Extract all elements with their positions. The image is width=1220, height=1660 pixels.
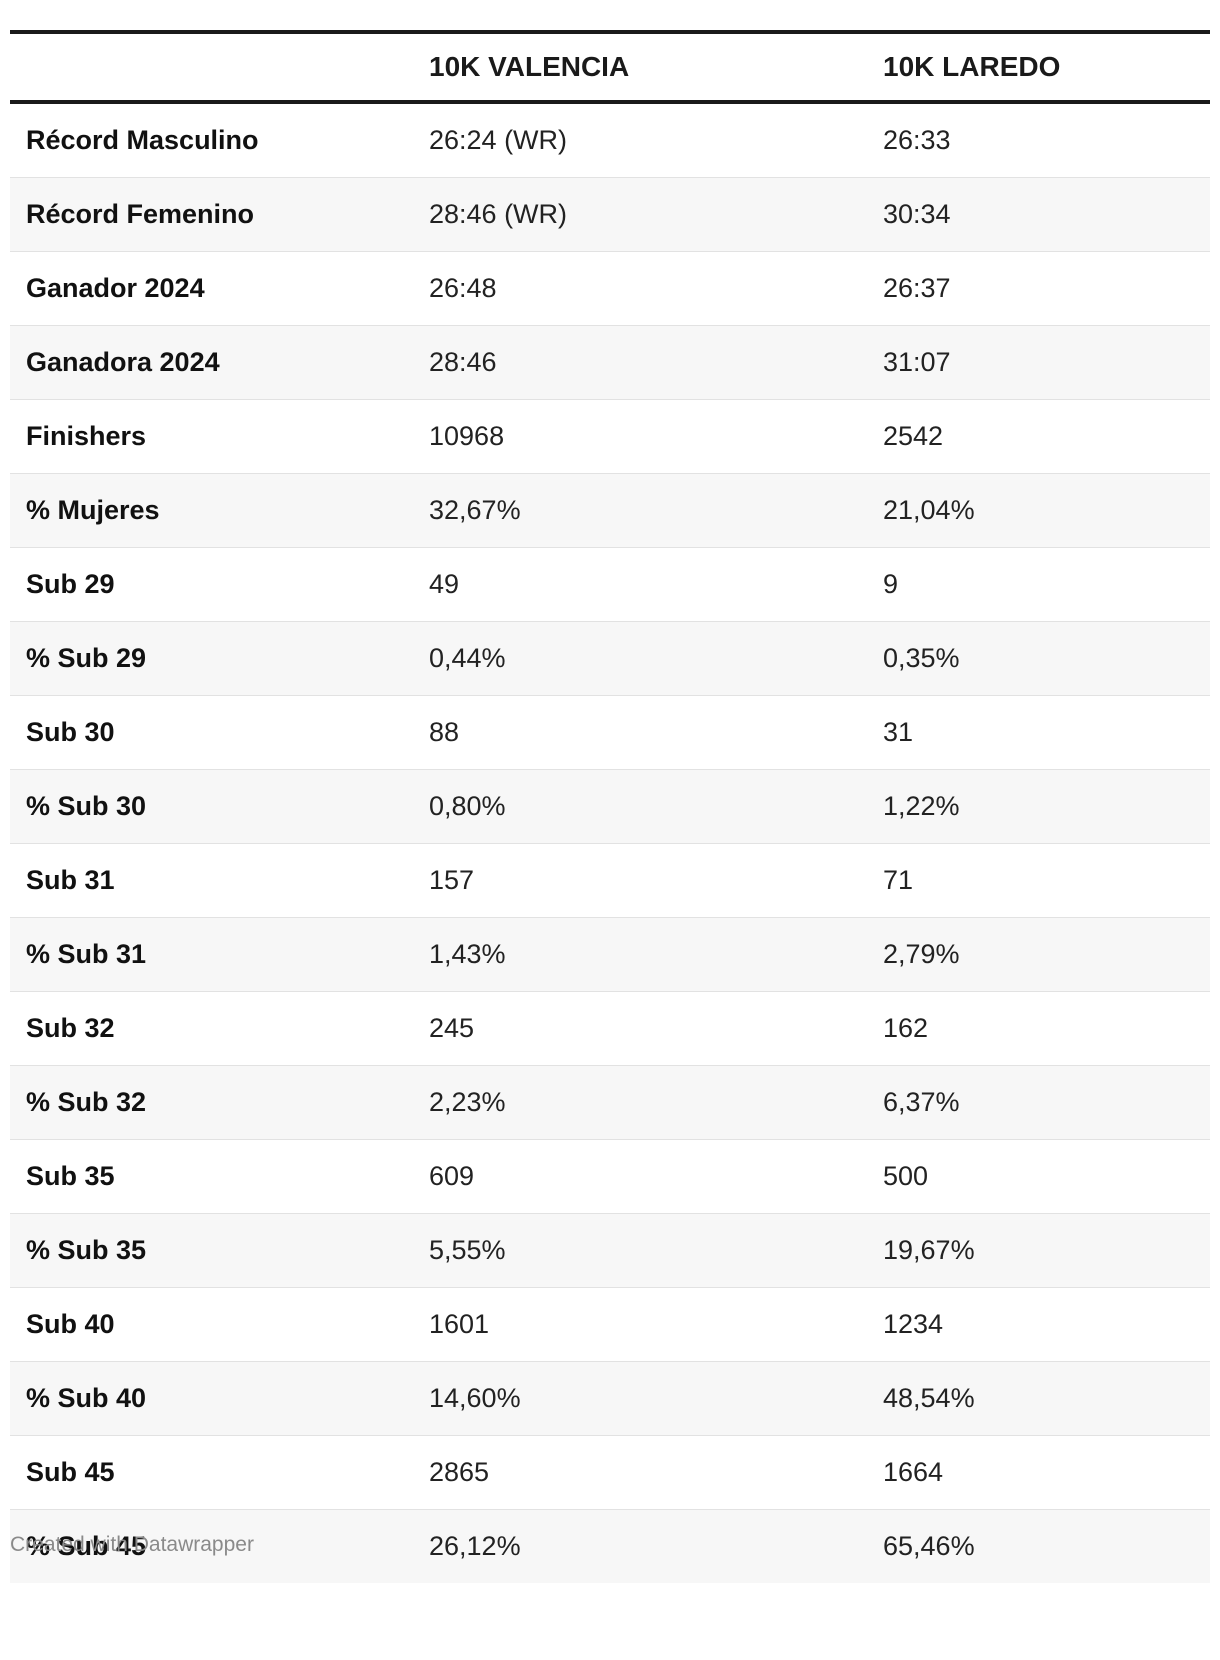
laredo-value: 1,22%	[867, 769, 1210, 844]
table-row: % Sub 32 2,23% 6,37%	[10, 1065, 1210, 1140]
table-row: % Sub 31 1,43% 2,79%	[10, 917, 1210, 992]
header-cell-laredo: 10K LAREDO	[883, 51, 1061, 82]
datawrapper-credit: Created with Datawrapper	[10, 1533, 254, 1556]
valencia-value: 0,80%	[413, 769, 867, 844]
laredo-value: 1664	[867, 1435, 1210, 1510]
valencia-value: 5,55%	[413, 1213, 867, 1288]
valencia-value: 2,23%	[413, 1065, 867, 1140]
laredo-value: 162	[867, 991, 1210, 1066]
row-label: % Sub 35	[10, 1213, 413, 1288]
laredo-value: 6,37%	[867, 1065, 1210, 1140]
laredo-value: 31	[867, 695, 1210, 770]
valencia-value: 245	[413, 991, 867, 1066]
row-label: % Sub 30	[10, 769, 413, 844]
laredo-value: 48,54%	[867, 1361, 1210, 1436]
row-label: Récord Femenino	[10, 177, 413, 252]
valencia-value: 28:46	[413, 325, 867, 400]
table-row: % Sub 30 0,80% 1,22%	[10, 769, 1210, 844]
table-row: Sub 45 2865 1664	[10, 1435, 1210, 1510]
row-label: % Sub 32	[10, 1065, 413, 1140]
row-label: Sub 29	[10, 547, 413, 622]
table-row: Sub 29 49 9	[10, 547, 1210, 622]
laredo-value: 500	[867, 1139, 1210, 1214]
valencia-value: 26:24 (WR)	[413, 102, 867, 178]
valencia-value: 609	[413, 1139, 867, 1214]
row-label: % Mujeres	[10, 473, 413, 548]
table-row: Récord Femenino 28:46 (WR) 30:34	[10, 177, 1210, 252]
laredo-value: 65,46%	[867, 1509, 1210, 1583]
table-row: Finishers 10968 2542	[10, 399, 1210, 474]
row-label: Récord Masculino	[10, 102, 413, 178]
table-row: % Sub 40 14,60% 48,54%	[10, 1361, 1210, 1436]
table-row: Sub 30 88 31	[10, 695, 1210, 770]
laredo-value: 1234	[867, 1287, 1210, 1362]
valencia-value: 32,67%	[413, 473, 867, 548]
laredo-value: 71	[867, 843, 1210, 918]
valencia-value: 88	[413, 695, 867, 770]
table-row: % Mujeres 32,67% 21,04%	[10, 473, 1210, 548]
valencia-value: 49	[413, 547, 867, 622]
table-header: 10K VALENCIA 10K LAREDO	[10, 32, 1210, 102]
table-row: Ganadora 2024 28:46 31:07	[10, 325, 1210, 400]
table-row: Ganador 2024 26:48 26:37	[10, 251, 1210, 326]
table-row: Sub 40 1601 1234	[10, 1287, 1210, 1362]
row-label: Sub 30	[10, 695, 413, 770]
row-label: Sub 32	[10, 991, 413, 1066]
table-row: Sub 32 245 162	[10, 991, 1210, 1066]
table-row: % Sub 29 0,44% 0,35%	[10, 621, 1210, 696]
valencia-value: 1601	[413, 1287, 867, 1362]
laredo-value: 2,79%	[867, 917, 1210, 992]
row-label: % Sub 31	[10, 917, 413, 992]
table-row: Sub 31 157 71	[10, 843, 1210, 918]
valencia-value: 1,43%	[413, 917, 867, 992]
valencia-value: 0,44%	[413, 621, 867, 696]
valencia-value: 14,60%	[413, 1361, 867, 1436]
table-row: % Sub 45 26,12% 65,46%	[10, 1509, 1210, 1583]
table-body: Récord Masculino 26:24 (WR) 26:33 Récord Fe…	[10, 102, 1210, 1583]
valencia-value: 157	[413, 843, 867, 918]
table-row: Sub 35 609 500	[10, 1139, 1210, 1214]
valencia-value: 10968	[413, 399, 867, 474]
row-label: Sub 35	[10, 1139, 413, 1214]
laredo-value: 9	[867, 547, 1210, 622]
row-label: Sub 40	[10, 1287, 413, 1362]
valencia-value: 28:46 (WR)	[413, 177, 867, 252]
row-label: Finishers	[10, 399, 413, 474]
comparison-table-container: 10K VALENCIA 10K LAREDO Récord Masculino…	[10, 30, 1210, 1583]
row-label: % Sub 40	[10, 1361, 413, 1436]
laredo-value: 26:37	[867, 251, 1210, 326]
laredo-value: 26:33	[867, 102, 1210, 178]
valencia-value: 26,12%	[413, 1509, 867, 1583]
laredo-value: 2542	[867, 399, 1210, 474]
header-cell-valencia: 10K VALENCIA	[429, 51, 630, 82]
header-row: 10K VALENCIA 10K LAREDO	[10, 32, 1210, 102]
header-cell-metric	[10, 32, 413, 102]
row-label: % Sub 29	[10, 621, 413, 696]
row-label: Ganador 2024	[10, 251, 413, 326]
row-label: Sub 31	[10, 843, 413, 918]
table-row: Récord Masculino 26:24 (WR) 26:33	[10, 102, 1210, 178]
laredo-value: 19,67%	[867, 1213, 1210, 1288]
valencia-value: 2865	[413, 1435, 867, 1510]
valencia-value: 26:48	[413, 251, 867, 326]
row-label: Sub 45	[10, 1435, 413, 1510]
row-label: Ganadora 2024	[10, 325, 413, 400]
comparison-table: 10K VALENCIA 10K LAREDO Récord Masculino…	[10, 30, 1210, 1583]
laredo-value: 0,35%	[867, 621, 1210, 696]
row-label: % Sub 45	[10, 1509, 413, 1583]
laredo-value: 30:34	[867, 177, 1210, 252]
laredo-value: 31:07	[867, 325, 1210, 400]
laredo-value: 21,04%	[867, 473, 1210, 548]
table-row: % Sub 35 5,55% 19,67%	[10, 1213, 1210, 1288]
